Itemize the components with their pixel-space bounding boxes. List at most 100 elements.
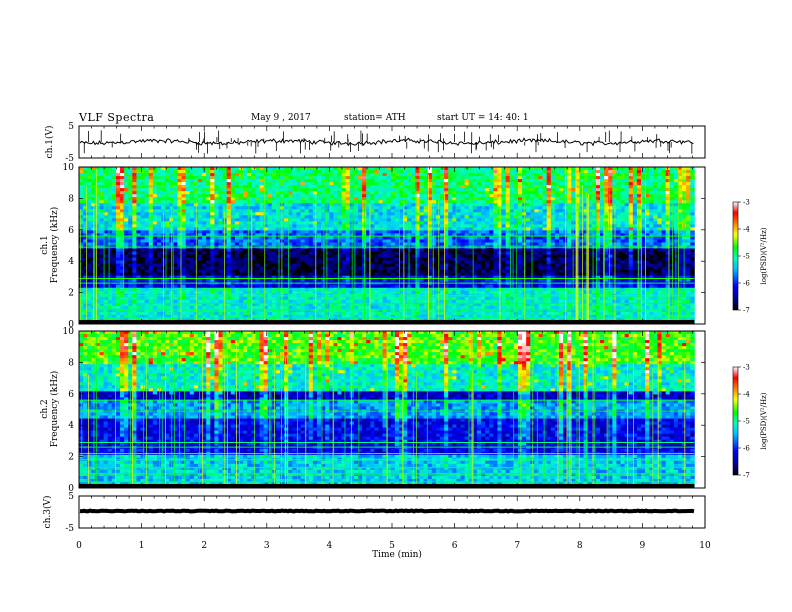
spectrogram-cell xyxy=(124,248,129,252)
spectrogram-cell xyxy=(411,242,416,246)
spectrogram-cell xyxy=(407,188,412,192)
spectrogram-cell xyxy=(325,224,330,228)
spectrogram-cell xyxy=(345,209,351,213)
spectrogram-cell xyxy=(505,239,511,243)
spectrogram-cell xyxy=(366,191,371,195)
spectrogram-cell xyxy=(612,260,617,265)
spectrogram-cell xyxy=(398,170,404,174)
spectrogram-cell xyxy=(337,251,342,255)
spectrogram-cell xyxy=(653,260,658,265)
spectrogram-cell xyxy=(505,215,511,219)
spectrogram-cell xyxy=(604,185,609,189)
spectrogram-cell xyxy=(189,236,195,240)
spectrogram-cell xyxy=(403,176,408,180)
spectrogram-cell xyxy=(99,221,105,225)
spectrogram-cell xyxy=(181,230,187,234)
spectrogram-cell xyxy=(304,230,310,234)
spectrogram-cell xyxy=(255,197,260,201)
spectrogram-cell xyxy=(636,242,642,246)
spectrogram-cell xyxy=(501,218,507,222)
spectrogram-cell xyxy=(485,224,490,228)
spectrogram-cell xyxy=(316,188,322,192)
spectrogram-cell xyxy=(558,233,564,237)
spectrogram-cell xyxy=(690,233,695,237)
spectrogram-cell xyxy=(509,221,515,225)
spectrogram-cell xyxy=(238,227,244,231)
spectrogram-cell xyxy=(329,209,334,213)
spectrogram-cell xyxy=(645,209,650,213)
spectrogram-cell xyxy=(79,176,84,180)
spectrogram-cell xyxy=(493,248,498,252)
spectrogram-cell xyxy=(386,170,392,174)
spectrogram-cell xyxy=(509,257,515,261)
spectrogram-cell xyxy=(128,209,133,213)
spectrogram-cell xyxy=(165,260,170,265)
spectrogram-cell xyxy=(489,215,494,219)
spectrogram-cell xyxy=(595,179,601,183)
spectrogram-cell xyxy=(185,230,191,234)
spectrogram-cell xyxy=(538,221,543,225)
spectrogram-cell xyxy=(304,167,310,171)
spectrogram-cell xyxy=(152,203,158,207)
spectrogram-cell xyxy=(657,203,662,207)
spectrogram-cell xyxy=(546,257,552,261)
spectrogram-cell xyxy=(493,215,498,219)
spectrogram-cell xyxy=(690,206,695,210)
spectrogram-cell xyxy=(682,182,687,186)
spectrogram-cell xyxy=(165,212,170,216)
spectrogram-cell xyxy=(579,257,584,261)
spectrogram-cell xyxy=(415,167,420,171)
spectrogram-cell xyxy=(579,191,584,195)
spectrogram-cell xyxy=(197,236,203,240)
spectrogram-cell xyxy=(115,182,121,186)
spectrogram-cell xyxy=(587,221,593,225)
spectrogram-cell xyxy=(468,185,474,189)
spectrogram-cell xyxy=(653,251,658,255)
spectrogram-cell xyxy=(206,236,211,240)
spectrogram-cell xyxy=(522,182,527,186)
spectrogram-cell xyxy=(366,236,371,240)
spectrogram-cell xyxy=(378,176,383,180)
spectrogram-cell xyxy=(210,251,215,255)
spectrogram-cell xyxy=(608,212,613,216)
spectrogram-cell xyxy=(435,260,441,265)
spectrogram-cell xyxy=(353,215,359,219)
spectrogram-cell xyxy=(189,230,195,234)
spectrogram-cell xyxy=(214,242,219,246)
spectrogram-cell xyxy=(444,239,449,243)
spectrogram-cell xyxy=(435,233,441,237)
spectrogram-cell xyxy=(456,254,461,258)
spectrogram-cell xyxy=(468,236,474,240)
spectrogram-cell xyxy=(583,203,589,207)
spectrogram-cell xyxy=(653,212,658,216)
spectrogram-cell xyxy=(554,176,560,180)
spectrogram-cell xyxy=(612,236,617,240)
spectrogram-cell xyxy=(321,239,326,243)
spectrogram-cell xyxy=(321,182,326,186)
spectrogram-cell xyxy=(79,185,84,189)
spectrogram-cell xyxy=(431,242,437,246)
spectrogram-cell xyxy=(378,248,383,252)
spectrogram-cell xyxy=(316,230,322,234)
spectrogram-cell xyxy=(628,233,634,237)
spectrogram-cell xyxy=(99,227,105,231)
spectrogram-cell xyxy=(152,257,158,261)
spectrogram-cell xyxy=(665,236,671,240)
spectrogram-cell xyxy=(546,185,552,189)
spectrogram-cell xyxy=(83,218,88,222)
spectrogram-cell xyxy=(448,191,453,195)
spectrogram-cell xyxy=(567,173,572,177)
spectrogram-cell xyxy=(259,173,265,177)
spectrogram-cell xyxy=(312,230,318,234)
spectrogram-cell xyxy=(604,248,609,252)
spectrogram-cell xyxy=(300,179,306,183)
spectrogram-cell xyxy=(398,179,404,183)
spectrogram-cell xyxy=(415,185,420,189)
spectrogram-cell xyxy=(292,254,297,258)
spectrogram-cell xyxy=(620,170,626,174)
spectrogram-cell xyxy=(83,203,88,207)
spectrogram-cell xyxy=(645,257,650,261)
spectrogram-cell xyxy=(329,179,334,183)
spectrogram-cell xyxy=(304,188,310,192)
spectrogram-cell xyxy=(140,218,146,222)
